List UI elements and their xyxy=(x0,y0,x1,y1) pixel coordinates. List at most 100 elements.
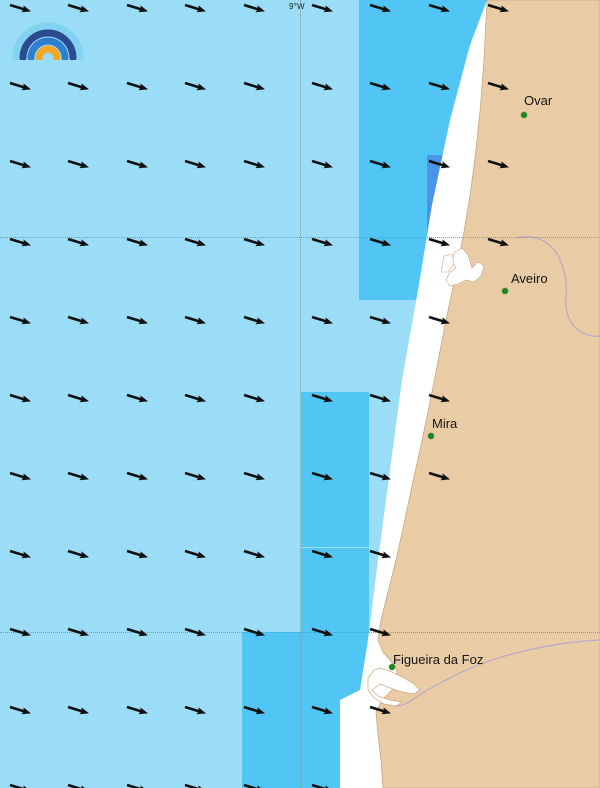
wind-direction-arrow xyxy=(242,470,266,481)
wind-direction-arrow xyxy=(66,704,90,715)
wind-direction-arrow xyxy=(183,548,207,559)
wind-direction-arrow xyxy=(368,392,392,403)
wind-direction-arrow xyxy=(486,158,510,169)
wind-direction-arrow xyxy=(242,158,266,169)
gridline-label-longitude: 9°W xyxy=(289,2,305,11)
wind-direction-arrow xyxy=(242,236,266,247)
wind-direction-arrow xyxy=(427,158,451,169)
wind-direction-arrow xyxy=(368,470,392,481)
wind-direction-arrow xyxy=(125,314,149,325)
wind-direction-arrow xyxy=(66,470,90,481)
wind-direction-arrow xyxy=(368,158,392,169)
wind-direction-arrow xyxy=(8,704,32,715)
wind-direction-arrow xyxy=(183,392,207,403)
wind-direction-arrow xyxy=(486,80,510,91)
wind-direction-arrow xyxy=(310,80,334,91)
wind-direction-arrow xyxy=(66,548,90,559)
wind-direction-arrow xyxy=(125,158,149,169)
wind-direction-arrow xyxy=(8,548,32,559)
rainbow-logo[interactable] xyxy=(12,14,84,60)
wind-direction-arrow xyxy=(8,392,32,403)
wind-direction-arrow xyxy=(242,782,266,788)
wind-direction-arrow xyxy=(427,236,451,247)
wind-direction-arrow xyxy=(310,548,334,559)
wind-direction-arrow xyxy=(242,314,266,325)
wind-direction-arrow xyxy=(125,782,149,788)
wind-direction-arrow xyxy=(310,2,334,13)
gridline-horizontal xyxy=(0,237,600,238)
swell-cell xyxy=(301,548,369,632)
wind-direction-arrow xyxy=(8,470,32,481)
swell-cell xyxy=(359,155,427,300)
wind-direction-arrow xyxy=(8,158,32,169)
wind-direction-arrow xyxy=(310,470,334,481)
wind-direction-arrow xyxy=(368,80,392,91)
wind-direction-arrow xyxy=(8,80,32,91)
wind-direction-arrow xyxy=(66,236,90,247)
swell-cell xyxy=(301,392,369,547)
wind-direction-arrow xyxy=(66,314,90,325)
city-dot-mira[interactable] xyxy=(428,433,434,439)
wind-direction-arrow xyxy=(242,548,266,559)
wind-direction-arrow xyxy=(66,626,90,637)
city-dot-ovar[interactable] xyxy=(521,112,527,118)
wind-direction-arrow xyxy=(125,392,149,403)
wind-direction-arrow xyxy=(66,2,90,13)
wind-direction-arrow xyxy=(125,548,149,559)
wind-direction-arrow xyxy=(242,704,266,715)
wind-direction-arrow xyxy=(125,470,149,481)
wind-direction-arrow xyxy=(8,314,32,325)
wind-direction-arrow xyxy=(427,470,451,481)
wind-direction-arrow xyxy=(310,158,334,169)
wind-direction-arrow xyxy=(8,236,32,247)
wind-direction-arrow xyxy=(183,158,207,169)
wind-direction-arrow xyxy=(66,782,90,788)
wind-direction-arrow xyxy=(242,80,266,91)
wind-direction-arrow xyxy=(486,236,510,247)
gridline-vertical xyxy=(300,0,301,788)
wind-direction-arrow xyxy=(242,392,266,403)
wind-direction-arrow xyxy=(242,2,266,13)
city-label-aveiro: Aveiro xyxy=(511,271,548,286)
wind-direction-arrow xyxy=(125,2,149,13)
wind-direction-arrow xyxy=(242,626,266,637)
city-label-ovar: Ovar xyxy=(524,93,553,108)
wind-direction-arrow xyxy=(310,704,334,715)
wind-direction-arrow xyxy=(183,626,207,637)
city-dot-aveiro[interactable] xyxy=(502,288,508,294)
wind-direction-arrow xyxy=(427,392,451,403)
wind-direction-arrow xyxy=(427,314,451,325)
wind-direction-arrow xyxy=(368,548,392,559)
wind-direction-arrow xyxy=(8,626,32,637)
wind-direction-arrow xyxy=(66,80,90,91)
wind-direction-arrow xyxy=(183,782,207,788)
city-label-figueira-da-foz: Figueira da Foz xyxy=(393,652,484,667)
wind-direction-arrow xyxy=(8,782,32,788)
city-dot-figueira-da-foz[interactable] xyxy=(389,664,395,670)
wind-direction-arrow xyxy=(125,80,149,91)
wind-direction-arrow xyxy=(368,704,392,715)
wind-direction-arrow xyxy=(183,236,207,247)
city-label-mira: Mira xyxy=(432,416,458,431)
wind-direction-arrow xyxy=(486,2,510,13)
wind-direction-arrow xyxy=(125,236,149,247)
wind-direction-arrow xyxy=(368,314,392,325)
wind-direction-arrow xyxy=(310,626,334,637)
wind-direction-arrow xyxy=(183,80,207,91)
wind-direction-arrow xyxy=(427,80,451,91)
wind-direction-arrow xyxy=(66,392,90,403)
wind-direction-arrow xyxy=(183,704,207,715)
wind-direction-arrow xyxy=(310,392,334,403)
wind-direction-arrow xyxy=(427,2,451,13)
wind-direction-arrow xyxy=(368,626,392,637)
wind-direction-arrow xyxy=(8,2,32,13)
gridline-horizontal xyxy=(0,632,600,633)
wind-direction-arrow xyxy=(125,626,149,637)
wind-direction-arrow xyxy=(368,2,392,13)
wind-direction-arrow xyxy=(183,470,207,481)
wind-direction-arrow xyxy=(183,2,207,13)
wind-direction-arrow xyxy=(125,704,149,715)
wind-direction-arrow xyxy=(368,236,392,247)
